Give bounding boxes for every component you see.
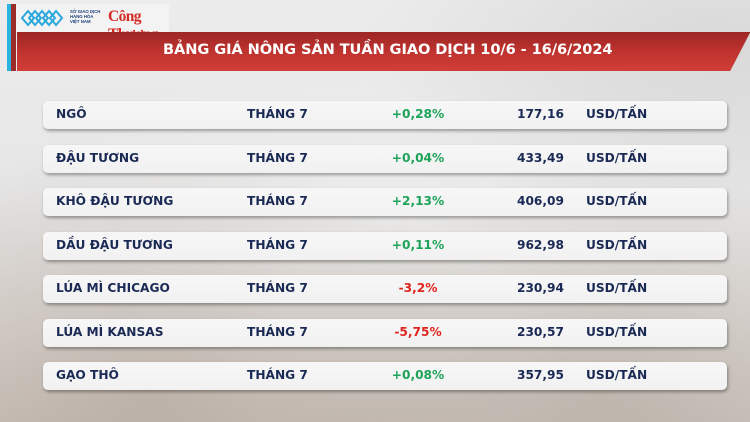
commodity-name: LÚA MÌ CHICAGO [56, 281, 170, 295]
logo-area: SỞ GIAO DỊCH HÀNG HÓA VIỆT NAM Công Thươ… [16, 4, 169, 43]
price-unit: USD/TẤN [586, 368, 648, 382]
contract-term: THÁNG 7 [247, 237, 308, 252]
price-unit: USD/TẤN [586, 324, 648, 339]
price-value: 177,16 [516, 107, 564, 121]
price-value: 406,09 [516, 194, 564, 208]
weekly-change: +0,11% [391, 237, 445, 252]
commodity-name: LÚA MÌ KANSAS [56, 324, 164, 339]
price-value: 433,49 [516, 150, 564, 165]
contract-term: THÁNG 7 [247, 368, 308, 382]
table-row: LÚA MÌ CHICAGO THÁNG 7 -3,2% 230,94 USD/… [43, 275, 727, 303]
commodity-name: KHÔ ĐẬU TƯƠNG [56, 194, 174, 208]
contract-term: THÁNG 7 [247, 107, 308, 121]
price-value: 962,98 [516, 237, 564, 252]
exchange-logo-icon [20, 9, 64, 27]
contract-term: THÁNG 7 [247, 281, 308, 295]
page-title: BẢNG GIÁ NÔNG SẢN TUẦN GIAO DỊCH 10/6 - … [163, 41, 613, 58]
table-row: LÚA MÌ KANSAS THÁNG 7 -5,75% 230,57 USD/… [43, 318, 727, 347]
table-row: NGÔ THÁNG 7 +0,28% 177,16 USD/TẤN [43, 101, 727, 129]
contract-term: THÁNG 7 [247, 194, 308, 208]
commodity-name: ĐẬU TƯƠNG [56, 150, 140, 165]
table-row: ĐẬU TƯƠNG THÁNG 7 +0,04% 433,49 USD/TẤN [43, 144, 727, 173]
price-unit: USD/TẤN [586, 281, 648, 295]
accent-bar-blue [7, 4, 11, 71]
title-banner [17, 32, 750, 71]
table-row: DẦU ĐẬU TƯƠNG THÁNG 7 +0,11% 962,98 USD/… [43, 231, 727, 260]
weekly-change: +0,04% [391, 150, 445, 165]
contract-term: THÁNG 7 [247, 324, 308, 339]
price-unit: USD/TẤN [586, 107, 648, 121]
commodity-name: GẠO THÔ [56, 368, 119, 382]
price-value: 230,94 [516, 281, 564, 295]
weekly-change: +0,08% [391, 368, 445, 382]
price-unit: USD/TẤN [586, 237, 648, 252]
price-unit: USD/TẤN [586, 194, 648, 208]
commodity-name: NGÔ [56, 107, 87, 121]
weekly-change: +0,28% [391, 107, 445, 121]
weekly-change: +2,13% [391, 194, 445, 208]
contract-term: THÁNG 7 [247, 150, 308, 165]
price-value: 230,57 [516, 324, 564, 339]
commodity-name: DẦU ĐẬU TƯƠNG [56, 237, 173, 252]
weekly-change: -3,2% [398, 281, 438, 295]
table-row: GẠO THÔ THÁNG 7 +0,08% 357,95 USD/TẤN [43, 362, 727, 390]
exchange-name: SỞ GIAO DỊCH HÀNG HÓA VIỆT NAM [70, 9, 101, 24]
price-value: 357,95 [516, 368, 564, 382]
accent-bar-red [11, 4, 16, 71]
price-unit: USD/TẤN [586, 150, 648, 165]
table-row: KHÔ ĐẬU TƯƠNG THÁNG 7 +2,13% 406,09 USD/… [43, 188, 727, 216]
weekly-change: -5,75% [394, 324, 442, 339]
